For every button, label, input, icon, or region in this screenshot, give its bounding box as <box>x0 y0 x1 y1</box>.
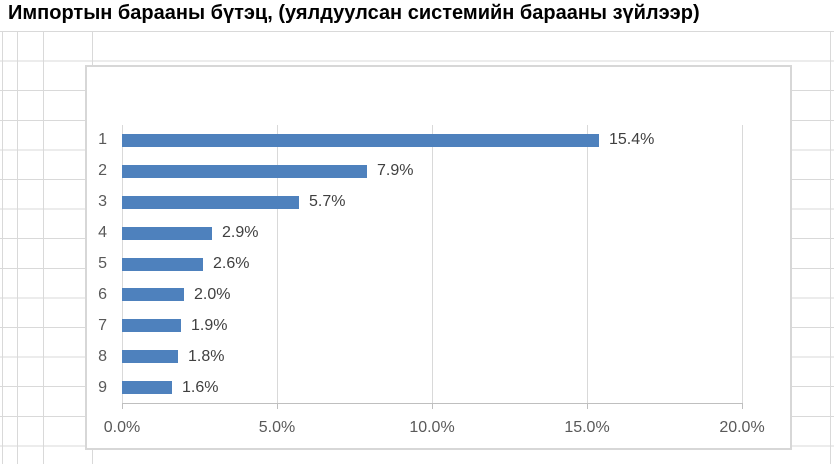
x-axis-tick <box>432 403 433 409</box>
x-axis-tick-label: 0.0% <box>103 419 141 436</box>
category-label: 8 <box>98 348 107 365</box>
sheet-column-gridline <box>43 31 44 464</box>
category-label: 7 <box>98 317 107 334</box>
plot-area: 0.0% 5.0% 10.0% 15.0% 20.0% 1 15.4% 2 7.9% 3 5.7% 4… <box>87 67 790 448</box>
chart-gridline <box>587 125 588 403</box>
data-label: 2.0% <box>194 286 231 303</box>
x-axis-tick <box>277 403 278 409</box>
bar-6[interactable] <box>122 288 184 301</box>
data-label: 1.6% <box>182 379 219 396</box>
bar-4[interactable] <box>122 227 212 240</box>
x-axis-tick <box>122 403 123 409</box>
sheet-column-gridline <box>830 31 831 464</box>
chart-gridline <box>432 125 433 403</box>
bar-2[interactable] <box>122 165 367 178</box>
sheet-column-gridline <box>17 31 18 464</box>
category-label: 6 <box>98 286 107 303</box>
chart-gridline <box>277 125 278 403</box>
bar-1[interactable] <box>122 134 599 147</box>
bar-chart[interactable]: 0.0% 5.0% 10.0% 15.0% 20.0% 1 15.4% 2 7.9% 3 5.7% 4… <box>85 65 792 450</box>
category-label: 1 <box>98 131 107 148</box>
category-label: 5 <box>98 255 107 272</box>
x-axis-tick-label: 20.0% <box>719 419 765 436</box>
data-label: 2.6% <box>213 255 250 272</box>
bar-8[interactable] <box>122 350 178 363</box>
category-label: 3 <box>98 193 107 210</box>
category-label: 9 <box>98 379 107 396</box>
category-label: 2 <box>98 162 107 179</box>
x-axis-tick-label: 15.0% <box>564 419 610 436</box>
chart-title: Импортын барааны бүтэц, (уялдуулсан сист… <box>8 2 700 24</box>
data-label: 1.9% <box>191 317 228 334</box>
data-label: 7.9% <box>377 162 414 179</box>
bar-3[interactable] <box>122 196 299 209</box>
bar-7[interactable] <box>122 319 181 332</box>
x-axis-tick-label: 10.0% <box>409 419 455 436</box>
data-label: 15.4% <box>609 131 655 148</box>
data-label: 1.8% <box>188 348 225 365</box>
x-axis-line <box>122 403 742 404</box>
x-axis-tick <box>587 403 588 409</box>
x-axis-tick <box>742 403 743 409</box>
category-label: 4 <box>98 224 107 241</box>
sheet-column-gridline <box>2 31 3 464</box>
bar-5[interactable] <box>122 258 203 271</box>
x-axis-tick-label: 5.0% <box>258 419 296 436</box>
chart-gridline <box>742 125 743 403</box>
data-label: 5.7% <box>309 193 346 210</box>
data-label: 2.9% <box>222 224 259 241</box>
bar-9[interactable] <box>122 381 172 394</box>
